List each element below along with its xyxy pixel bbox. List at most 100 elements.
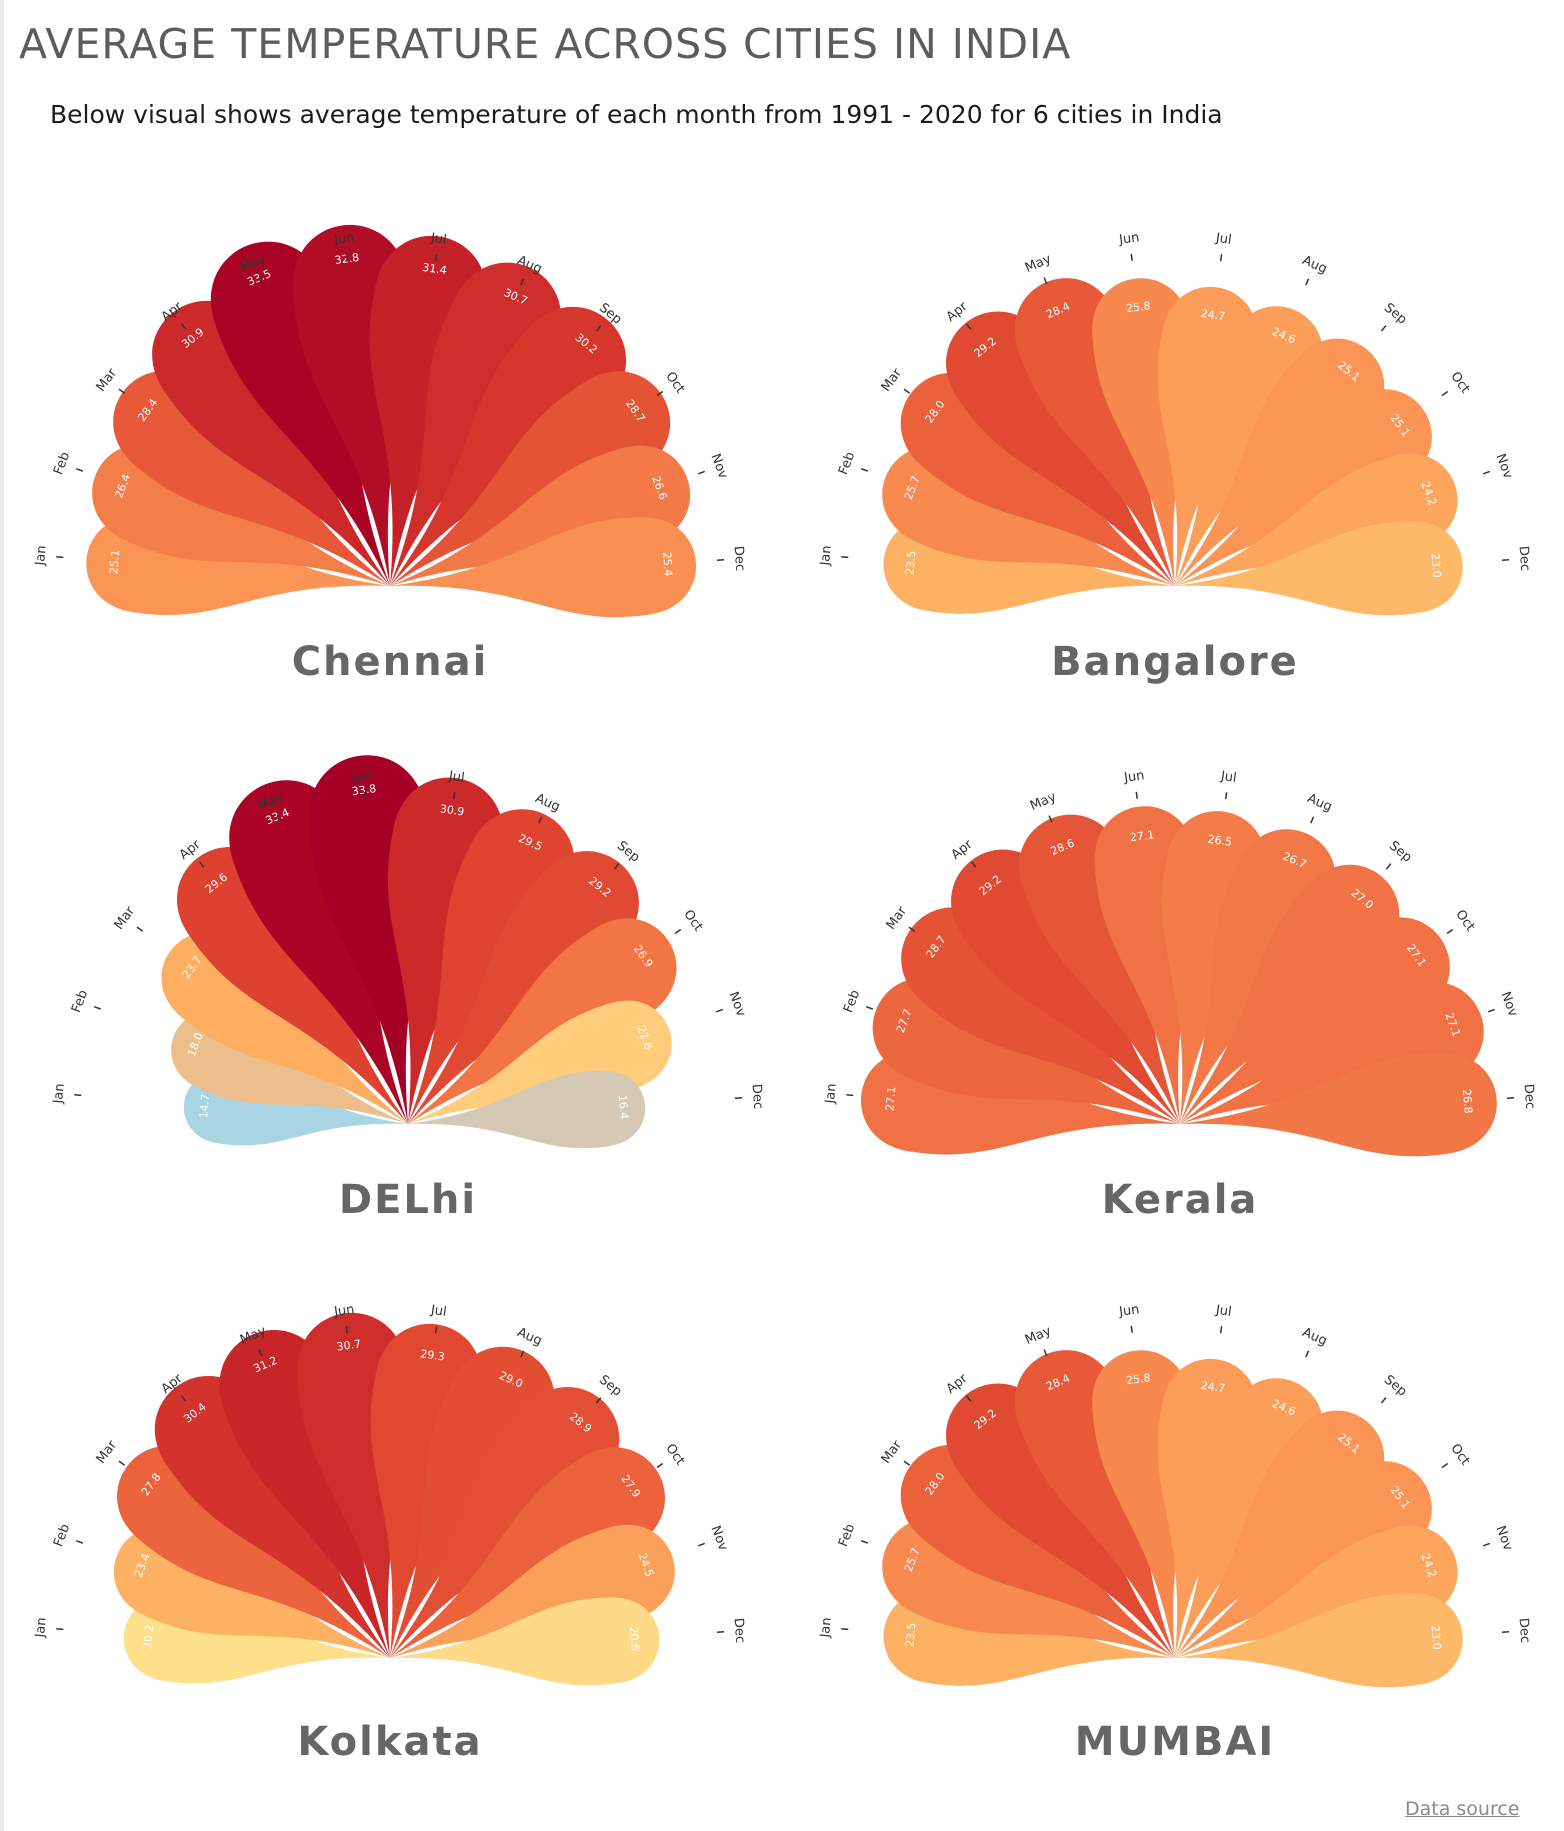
month-label-delhi-oct: Oct [680, 907, 705, 934]
month-label-delhi-nov: Nov [726, 990, 749, 1019]
month-label-mumbai-jan: Jan [818, 1617, 835, 1639]
month-tick-mumbai-aug [1305, 1350, 1310, 1358]
month-tick-mumbai-dec [1501, 1630, 1510, 1634]
month-tick-delhi-feb [93, 1005, 102, 1010]
petal-bangalore-mar [900, 372, 1175, 586]
value-label-mumbai-jul: 24.7 [1200, 1379, 1226, 1395]
petal-mumbai-may [1014, 1350, 1175, 1658]
month-tick-chennai-dec [716, 558, 725, 562]
month-tick-chennai-apr [180, 323, 187, 330]
month-tick-chennai-nov [697, 470, 706, 475]
month-tick-kerala-oct [1446, 928, 1454, 935]
month-tick-mumbai-nov [1482, 1542, 1491, 1547]
month-label-bangalore-mar: Mar [879, 365, 906, 394]
month-label-kerala-feb: Feb [841, 988, 863, 1015]
petal-bangalore-may [1014, 278, 1175, 586]
data-source-link[interactable]: Data source [1405, 1798, 1520, 1820]
petal-kerala-oct [1180, 917, 1450, 1124]
month-tick-kolkata-may [258, 1349, 263, 1357]
month-tick-kolkata-dec [716, 1630, 725, 1634]
month-label-kolkata-mar: Mar [94, 1437, 121, 1466]
petal-delhi-dec [408, 1070, 646, 1149]
month-label-kolkata-dec: Dec [730, 1617, 747, 1643]
petal-chennai-sep [390, 306, 627, 586]
month-label-mumbai-apr: Apr [944, 1371, 971, 1397]
month-label-kerala-dec: Dec [1520, 1083, 1537, 1109]
petal-kolkata-dec [390, 1597, 660, 1686]
month-tick-kerala-jun [1135, 791, 1138, 799]
month-label-chennai-dec: Dec [730, 545, 747, 571]
city-label-kerala: Kerala [1102, 1177, 1259, 1223]
month-label-bangalore-jan: Jan [818, 545, 835, 567]
month-label-bangalore-jun: Jun [1117, 230, 1140, 248]
month-label-chennai-jul: Jul [429, 231, 448, 248]
month-tick-chennai-jan [56, 556, 64, 559]
month-label-delhi-jan: Jan [51, 1083, 68, 1105]
month-label-delhi-dec: Dec [748, 1083, 765, 1109]
value-label-kerala-jun: 27.1 [1129, 828, 1155, 844]
value-label-kerala-jul: 26.5 [1207, 833, 1233, 849]
month-tick-bangalore-nov [1482, 470, 1491, 475]
value-label-delhi-jun: 33.8 [351, 782, 377, 798]
petal-bangalore-sep [1175, 338, 1385, 586]
petal-chennai-may [210, 241, 390, 586]
month-tick-delhi-oct [674, 928, 682, 935]
month-label-kolkata-jun: Jun [332, 1302, 355, 1320]
month-label-bangalore-aug: Aug [1300, 253, 1329, 277]
value-label-delhi-dec: 16.4 [616, 1094, 631, 1119]
city-label-chennai: Chennai [292, 639, 489, 685]
month-label-mumbai-mar: Mar [879, 1437, 906, 1466]
month-tick-chennai-jun [345, 253, 348, 261]
month-tick-chennai-may [258, 277, 263, 285]
month-label-bangalore-oct: Oct [1447, 369, 1472, 396]
month-tick-chennai-sep [595, 325, 602, 332]
petal-mumbai-dec [1175, 1593, 1463, 1688]
month-label-mumbai-jul: Jul [1214, 1303, 1233, 1320]
petal-kerala-mar [901, 907, 1180, 1124]
month-tick-bangalore-aug [1305, 278, 1310, 286]
value-label-bangalore-jun: 25.8 [1125, 299, 1151, 315]
month-label-delhi-mar: Mar [112, 903, 139, 932]
value-label-kerala-dec: 26.8 [1460, 1089, 1475, 1114]
month-label-chennai-oct: Oct [662, 369, 687, 396]
month-tick-chennai-mar [118, 388, 126, 394]
month-label-bangalore-sep: Sep [1381, 300, 1409, 327]
month-label-bangalore-may: May [1023, 252, 1054, 276]
month-tick-kolkata-oct [656, 1462, 664, 1469]
month-tick-delhi-may [276, 815, 281, 823]
month-tick-kerala-mar [908, 926, 916, 932]
month-tick-delhi-apr [198, 861, 205, 868]
month-label-chennai-nov: Nov [708, 452, 731, 481]
petal-mumbai-mar [900, 1444, 1175, 1658]
month-label-delhi-jul: Jul [447, 769, 466, 786]
month-tick-kerala-jul [1224, 792, 1228, 800]
month-tick-bangalore-jan [841, 556, 849, 559]
month-label-mumbai-aug: Aug [1300, 1325, 1329, 1349]
month-tick-mumbai-feb [860, 1539, 869, 1544]
month-tick-bangalore-mar [903, 388, 911, 394]
month-label-chennai-mar: Mar [94, 365, 121, 394]
month-tick-bangalore-feb [860, 467, 869, 472]
month-tick-kolkata-sep [595, 1397, 602, 1404]
month-label-chennai-jan: Jan [33, 545, 50, 567]
city-label-bangalore: Bangalore [1051, 639, 1299, 685]
value-label-bangalore-jul: 24.7 [1200, 307, 1226, 323]
petal-delhi-apr [177, 847, 408, 1124]
left-border [0, 0, 4, 1831]
month-tick-kolkata-aug [520, 1350, 525, 1358]
month-label-bangalore-apr: Apr [944, 299, 971, 325]
month-label-bangalore-jul: Jul [1214, 231, 1233, 248]
value-label-kerala-jan: 27.1 [883, 1086, 898, 1112]
month-label-kerala-jun: Jun [1122, 768, 1145, 786]
month-label-kerala-oct: Oct [1452, 907, 1477, 934]
month-tick-bangalore-may [1043, 277, 1048, 285]
month-tick-kolkata-nov [697, 1542, 706, 1547]
month-label-kolkata-nov: Nov [708, 1524, 731, 1553]
month-tick-kolkata-mar [118, 1460, 126, 1466]
month-label-delhi-feb: Feb [69, 988, 91, 1015]
month-label-kolkata-aug: Aug [515, 1325, 544, 1349]
value-label-mumbai-dec: 23.0 [1428, 1625, 1443, 1650]
